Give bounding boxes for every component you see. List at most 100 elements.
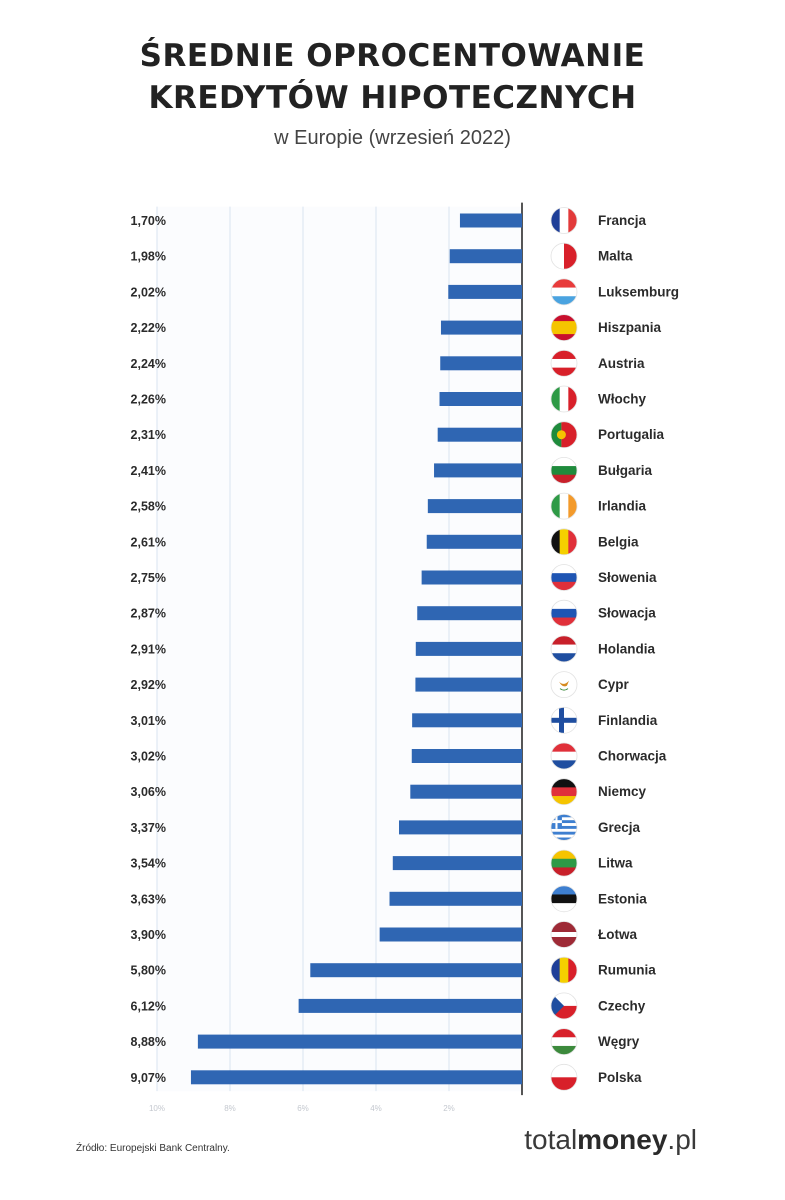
value-label: 2,22%	[131, 321, 166, 335]
value-label: 2,58%	[131, 500, 166, 514]
value-label: 1,70%	[131, 214, 166, 228]
flag-icon	[550, 885, 578, 913]
chart-title-line1: ŚREDNIE OPROCENTOWANIE	[139, 38, 646, 74]
flag-icon	[550, 992, 578, 1020]
value-label: 3,02%	[131, 750, 166, 764]
country-label: Malta	[598, 249, 633, 264]
flag-icon	[550, 849, 578, 877]
chart-title-line2: KREDYTÓW HIPOTECZNYCH	[148, 80, 637, 116]
country-label: Portugalia	[598, 427, 665, 442]
country-label: Łotwa	[598, 927, 637, 942]
flag-icon	[550, 564, 578, 591]
bar	[298, 998, 522, 1013]
flag-icons-group	[550, 207, 578, 1091]
country-label: Austria	[598, 356, 645, 371]
value-label: 9,07%	[131, 1071, 166, 1085]
flag-icon	[550, 635, 578, 663]
value-label: 2,91%	[131, 642, 166, 656]
flag-icon	[550, 742, 578, 770]
country-label: Niemcy	[598, 784, 647, 799]
country-label: Irlandia	[598, 499, 647, 514]
bar	[310, 963, 522, 978]
bar	[412, 713, 522, 728]
flag-icon	[550, 242, 578, 270]
flag-icon	[550, 706, 578, 734]
flag-icon	[550, 1063, 578, 1091]
brand-tld: .pl	[667, 1124, 697, 1155]
bar	[197, 1034, 522, 1049]
country-label: Hiszpania	[598, 320, 662, 335]
flag-icon	[550, 778, 578, 806]
country-label: Finlandia	[598, 713, 658, 728]
x-tick-label: 2%	[443, 1104, 455, 1113]
country-label: Estonia	[598, 891, 647, 906]
bar	[434, 463, 522, 478]
flag-icon	[550, 456, 578, 484]
value-label: 2,31%	[131, 428, 166, 442]
bar	[426, 534, 522, 549]
country-label: Słowacja	[598, 606, 656, 621]
value-label: 2,02%	[131, 285, 166, 299]
flag-icon	[550, 671, 578, 699]
flag-icon	[550, 921, 578, 948]
bar	[427, 499, 522, 514]
value-label: 2,87%	[131, 607, 166, 621]
value-label: 3,06%	[131, 785, 166, 799]
bar	[440, 320, 522, 335]
value-label: 3,54%	[131, 857, 166, 871]
country-label: Chorwacja	[598, 749, 667, 764]
country-label: Belgia	[598, 534, 639, 549]
bar	[389, 891, 522, 906]
country-label: Polska	[598, 1070, 642, 1085]
x-axis-ticks-group: 10% 8% 6% 4% 2%	[149, 1104, 455, 1113]
flag-icon	[550, 814, 578, 841]
value-label: 8,88%	[131, 1035, 166, 1049]
value-label: 2,24%	[131, 357, 166, 371]
brand-light: total	[524, 1124, 578, 1155]
flag-icon	[550, 207, 578, 234]
bars-group	[190, 213, 522, 1085]
bar	[439, 392, 522, 406]
value-label: 1,98%	[131, 250, 166, 264]
country-label: Litwa	[598, 856, 633, 871]
flag-icon	[550, 314, 578, 342]
bar	[392, 856, 522, 871]
country-label: Luksemburg	[598, 284, 679, 299]
country-label: Rumunia	[598, 963, 656, 978]
country-label: Francja	[598, 213, 647, 228]
bar	[415, 677, 522, 692]
bar-chart: 1,70% 1,98% 2,02% 2,22% 2,24% 2,26% 2,31% 2,41%…	[131, 202, 679, 1113]
value-label: 3,37%	[131, 821, 166, 835]
country-label: Cypr	[598, 677, 630, 692]
value-label: 6,12%	[131, 999, 166, 1013]
flag-icon	[550, 528, 578, 556]
x-tick-label: 10%	[149, 1104, 165, 1113]
bar	[421, 570, 522, 585]
value-labels-group: 1,70% 1,98% 2,02% 2,22% 2,24% 2,26% 2,31% 2,41%…	[131, 214, 166, 1085]
bar	[190, 1070, 522, 1085]
brand-bold: money	[577, 1124, 668, 1155]
value-label: 2,41%	[131, 464, 166, 478]
value-label: 3,90%	[131, 928, 166, 942]
brand-logo: totalmoney.pl	[524, 1124, 697, 1156]
bar	[411, 749, 522, 763]
flag-icon	[550, 278, 578, 306]
flag-icon	[550, 492, 578, 520]
flag-icon	[550, 385, 578, 413]
value-label: 2,75%	[131, 571, 166, 585]
bar	[398, 820, 522, 835]
value-label: 3,01%	[131, 714, 166, 728]
chart-subtitle: w Europie (wrzesień 2022)	[274, 127, 511, 149]
value-label: 2,92%	[131, 678, 166, 692]
bar	[449, 249, 522, 264]
country-label: Bułgaria	[598, 463, 653, 478]
country-labels-group: Francja Malta Luksemburg Hiszpania Austria Wł…	[598, 213, 679, 1085]
source-note: Źródło: Europejski Bank Centralny.	[76, 1143, 230, 1154]
bar	[437, 427, 522, 442]
bar	[417, 606, 522, 621]
value-label: 5,80%	[131, 964, 166, 978]
bar	[459, 213, 522, 228]
value-label: 2,61%	[131, 535, 166, 549]
country-label: Holandia	[598, 641, 655, 656]
x-tick-label: 8%	[224, 1104, 236, 1113]
